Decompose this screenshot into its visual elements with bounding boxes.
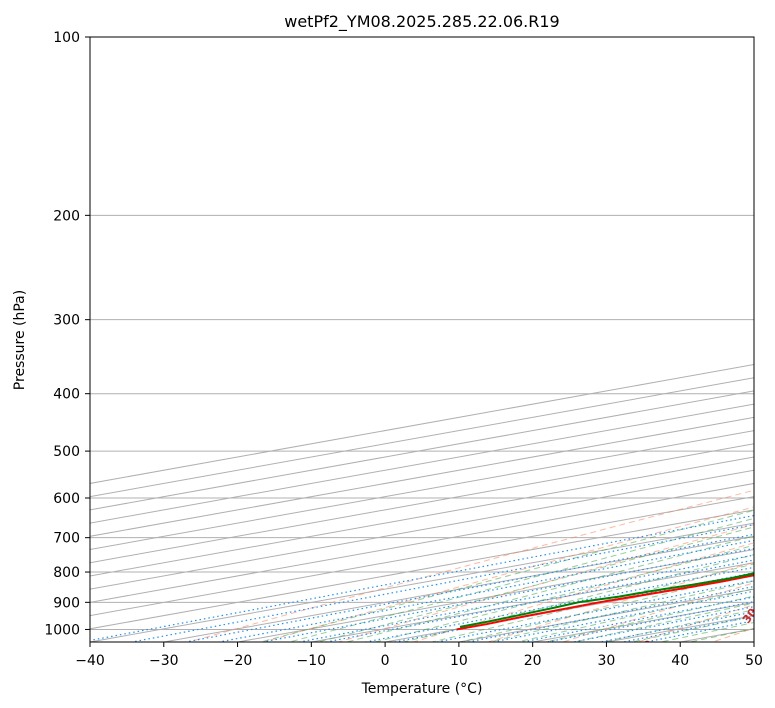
x-tick-label: 10 [450, 653, 468, 669]
moist-adiabat [258, 509, 754, 642]
y-tick-label: 1000 [44, 622, 80, 638]
x-axis-label: Temperature (°C) [361, 681, 483, 697]
dry-adiabat [561, 582, 754, 642]
x-tick-label: 50 [745, 653, 763, 669]
mixing-ratio-line [128, 523, 754, 642]
y-tick-label: 900 [53, 595, 80, 611]
moist-adiabat [344, 535, 754, 642]
temperature-profile-line [456, 574, 754, 631]
grid-layer [90, 37, 754, 642]
isotherm-label: 40 [636, 637, 656, 657]
mixing-ratio-line [296, 554, 754, 642]
mixing-ratio-line [642, 620, 754, 642]
y-tick-label: 100 [53, 30, 80, 46]
moist-adiabat [600, 609, 754, 642]
isotherm-line [90, 482, 754, 603]
dry-adiabat [486, 561, 754, 642]
y-tick-label: 400 [53, 387, 80, 403]
isotherm-line [90, 456, 754, 577]
mixing-ratio-line [182, 533, 754, 642]
mixing-ratio-line [597, 611, 754, 642]
y-tick-label: 700 [53, 531, 80, 547]
x-tick-label: −10 [297, 653, 327, 669]
y-tick-label: 500 [53, 444, 80, 460]
dry-adiabat [336, 523, 754, 642]
mixing-ratio-lines [90, 514, 754, 642]
dry-adiabats [187, 489, 754, 642]
y-tick-label: 200 [53, 208, 80, 224]
y-tick-label: 800 [53, 565, 80, 581]
isotherm-line [90, 496, 754, 617]
y-axis-label: Pressure (hPa) [12, 290, 28, 390]
dry-adiabat [261, 506, 754, 642]
x-tick-label: −20 [223, 653, 253, 669]
profile-series [456, 572, 754, 631]
x-tick-label: 40 [671, 653, 689, 669]
mixing-ratio-line [570, 606, 754, 642]
mixing-ratio-line [620, 615, 754, 642]
isotherm-line [90, 430, 754, 551]
chart-title: wetPf2_YM08.2025.285.22.06.R19 [284, 12, 559, 32]
moist-adiabat [429, 563, 754, 642]
moist-adiabat [486, 580, 754, 642]
x-tick-label: 0 [381, 653, 390, 669]
y-tick-label: 300 [53, 313, 80, 329]
x-tick-label: −40 [75, 653, 105, 669]
isotherm-line [90, 522, 754, 642]
isotherm-line [90, 469, 754, 590]
mixing-ratio-line [215, 539, 754, 642]
plot-frame [89, 36, 755, 643]
isotherm-line [90, 509, 754, 630]
x-tick-label: 20 [524, 653, 542, 669]
x-tick-label: −30 [149, 653, 179, 669]
y-tick-label: 600 [53, 491, 80, 507]
isotherm-line [90, 443, 754, 564]
mixing-ratio-line [259, 547, 754, 642]
axes: −40 −30 −20 −10 0 10 20 30 40 50 1000 900 800 700 600 5… [44, 30, 763, 669]
x-tick-label: 30 [598, 653, 616, 669]
moist-adiabats [258, 509, 754, 642]
dewpoint-profile-line [459, 572, 754, 628]
moist-adiabat [373, 544, 754, 642]
isotherm-line [161, 535, 754, 642]
moist-adiabat [514, 588, 754, 642]
